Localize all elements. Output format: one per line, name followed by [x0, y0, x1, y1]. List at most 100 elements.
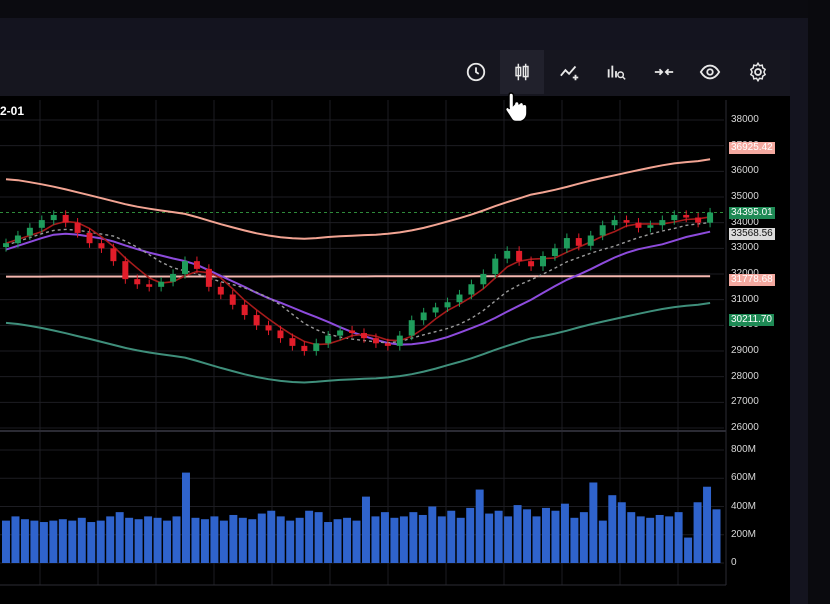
volume-bar: [2, 520, 10, 563]
candle-body: [122, 261, 129, 280]
candle-body: [62, 214, 69, 223]
price-tick-label: 27000: [731, 396, 759, 408]
chart-toolbar: [0, 50, 790, 96]
price-tag: 33568.56: [729, 227, 775, 240]
volume-bar: [646, 517, 655, 563]
candle-body: [158, 281, 165, 287]
volume-bar: [570, 517, 579, 563]
candle-body: [623, 220, 630, 223]
volume-bar: [475, 489, 484, 563]
volume-bar: [163, 520, 172, 563]
volume-bar: [542, 507, 550, 563]
volume-bar: [703, 486, 712, 563]
candle-body: [480, 274, 487, 285]
volume-bar: [504, 516, 513, 563]
volume-bar: [267, 510, 276, 563]
volume-bar: [608, 495, 617, 563]
right-edge: [808, 0, 830, 604]
volume-bar: [257, 513, 266, 563]
volume-bar: [693, 502, 702, 563]
volume-bar: [305, 510, 314, 563]
volume-bar: [30, 520, 39, 563]
volume-bar: [77, 517, 86, 563]
candle-body: [193, 261, 200, 269]
price-tick-label: 32000: [731, 268, 759, 279]
chart-type-button[interactable]: [500, 50, 544, 94]
volume-bar: [58, 519, 67, 563]
volume-bar: [674, 512, 683, 563]
volume-bar: [286, 520, 295, 563]
volume-bar: [39, 522, 48, 563]
volume-bar: [437, 516, 446, 563]
volume-bar: [276, 516, 285, 563]
candle-body: [528, 261, 535, 267]
volume-bar: [418, 514, 427, 563]
candle-body: [265, 325, 272, 331]
candle-body: [707, 212, 714, 223]
candle-body: [3, 243, 9, 248]
volume-bar: [153, 517, 162, 563]
volume-bar: [11, 516, 20, 563]
volume-bar: [295, 517, 304, 563]
candle-body: [695, 217, 702, 223]
volume-bar: [96, 520, 105, 563]
indicators-button[interactable]: [548, 50, 592, 94]
price-tag: 31778.68: [729, 273, 775, 286]
volume-bar: [627, 512, 636, 563]
candle-body: [50, 214, 57, 221]
volume-bar: [229, 514, 238, 563]
volume-bar: [636, 516, 645, 563]
candle-body: [74, 222, 81, 233]
volume-bar: [598, 520, 607, 563]
volume-bar: [115, 512, 124, 563]
price-tick-label: 34000: [731, 216, 759, 228]
volume-tick-label: 800M: [731, 444, 757, 455]
candle-body: [110, 248, 117, 262]
compare-button[interactable]: [594, 50, 638, 94]
candle-body: [611, 220, 618, 226]
eye-icon: [699, 64, 721, 80]
compress-button[interactable]: [642, 50, 686, 94]
volume-bar: [248, 519, 257, 563]
price-tick-label: 28000: [731, 370, 759, 382]
volume-bar: [68, 520, 77, 563]
volume-bar: [409, 512, 418, 563]
volume-bar: [513, 505, 522, 563]
price-tick-label: 36000: [731, 165, 759, 177]
settings-button[interactable]: [736, 50, 780, 94]
candle-body: [289, 338, 296, 346]
volume-bar: [219, 520, 228, 563]
candle-body: [444, 302, 451, 308]
candle-body: [325, 335, 332, 344]
volume-bar: [665, 516, 674, 563]
volume-bar: [371, 516, 380, 563]
price-tick-label: 29000: [731, 345, 759, 356]
volume-bar: [560, 503, 569, 563]
candle-body: [98, 243, 105, 249]
price-tick-label: 33000: [731, 242, 759, 254]
volume-tick-label: 400M: [731, 500, 757, 512]
candle-body: [432, 307, 439, 313]
bars-search-icon: [607, 65, 626, 80]
volume-bar: [456, 517, 465, 563]
candle-body: [492, 258, 499, 274]
volume-bar: [390, 517, 399, 563]
candle-body: [659, 220, 666, 226]
candle-body: [277, 330, 284, 339]
history-button[interactable]: [454, 50, 498, 94]
volume-bar: [617, 502, 626, 563]
volume-bar: [324, 522, 333, 563]
visibility-button[interactable]: [688, 50, 732, 94]
ma-dashed-line: [5, 221, 711, 344]
candle-body: [563, 238, 570, 249]
candle-body: [647, 225, 654, 228]
candle-body: [205, 268, 212, 287]
volume-bar: [87, 522, 96, 563]
price-tag: 34395.01: [729, 206, 775, 219]
candle-body: [456, 294, 463, 303]
volume-bar: [428, 506, 437, 563]
volume-tick-label: 600M: [731, 472, 757, 484]
price-tick-label: 26000: [731, 422, 759, 433]
candle-body: [420, 312, 427, 321]
